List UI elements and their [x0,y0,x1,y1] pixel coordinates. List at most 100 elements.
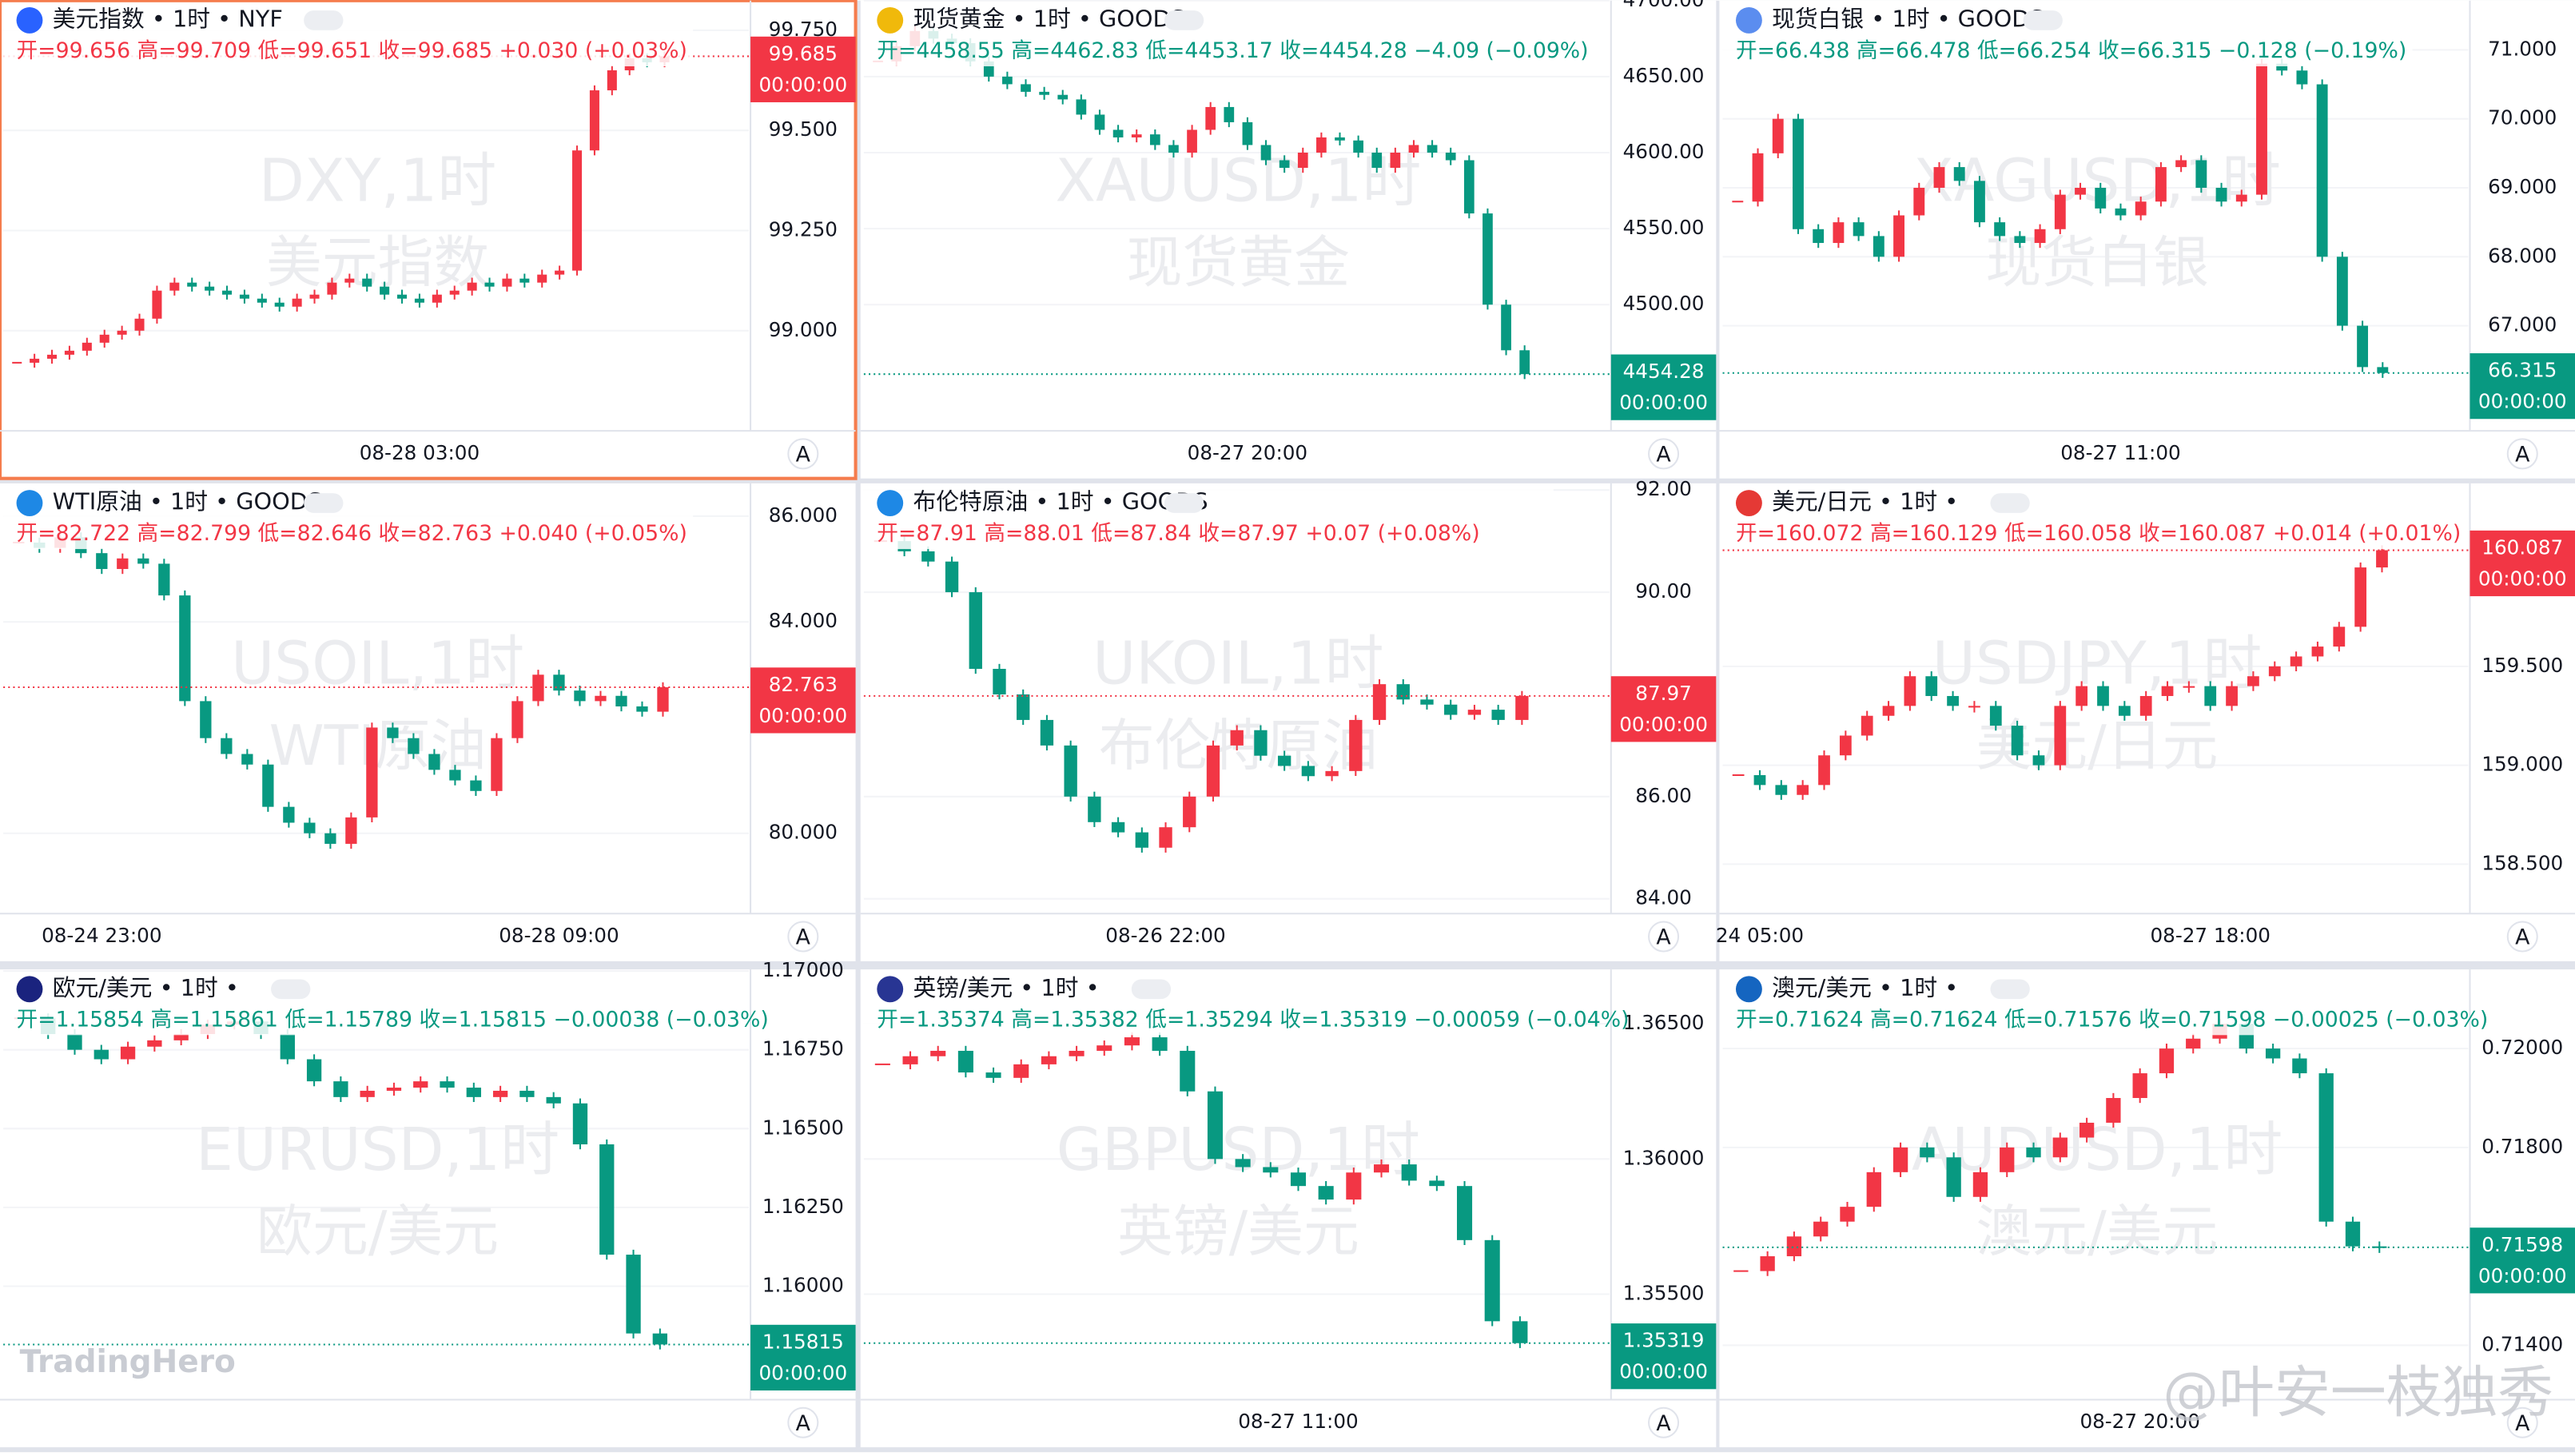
symbol-icon [16,490,43,516]
auto-scale-button[interactable] [2506,438,2538,470]
candle [1206,745,1220,797]
candle [2115,208,2127,216]
candle [96,553,108,570]
watermark: 欧元/美元 [257,1199,499,1264]
candle [1096,1045,1112,1051]
x-tick-label: 08-27 11:00 [2060,441,2180,464]
candle [2336,257,2348,326]
price-tag-countdown: 00:00:00 [2478,390,2567,413]
candle [2247,676,2259,686]
panel [860,483,1717,961]
auto-scale-label[interactable]: A [796,1411,811,1436]
auto-scale-label[interactable]: A [2515,925,2530,950]
chart-title[interactable]: 澳元/美元 • 1时 • [1772,974,1958,1001]
ohlc-info: 开=160.072 高=160.129 低=160.058 收=160.087 … [1736,521,2461,546]
candle [572,1103,588,1145]
y-tick-label: 4500.00 [1623,292,1705,315]
candle [362,278,372,287]
symbol-icon [16,6,43,34]
auto-scale-button[interactable] [1648,1406,1680,1438]
candle [1913,187,1925,216]
auto-scale-label[interactable]: A [796,442,811,467]
candle [2095,187,2107,209]
watermark: EURUSD,1时 [196,1116,559,1184]
candle [1775,785,1788,795]
watermark: 美元指数 [266,231,489,296]
chart-title[interactable]: 美元/日元 • 1时 • [1772,488,1958,515]
y-tick-label: 4600.00 [1623,140,1705,163]
y-tick-label: 90.00 [1635,579,1692,603]
candle [1753,774,1766,786]
candle [1205,106,1216,130]
candle [1346,1172,1362,1200]
y-tick-label: 71.000 [2488,37,2557,60]
chart-title[interactable]: WTI原油 • 1时 • GOODS [53,488,322,515]
candle [432,294,442,303]
auto-scale-label[interactable]: A [2515,1411,2530,1436]
auto-scale-button[interactable] [2506,1406,2538,1438]
menu-pill[interactable] [304,493,344,513]
candle [1892,1147,1908,1172]
x-tick-label: 08-27 20:00 [1188,441,1307,464]
auto-scale-button[interactable] [1648,438,1680,470]
chart-title[interactable]: 现货白银 • 1时 • GOODS [1772,5,2044,32]
chart-title[interactable]: 现货黄金 • 1时 • GOODS [913,5,1184,32]
chart-title[interactable]: 美元指数 • 1时 • NYF [53,5,283,32]
candle [537,274,547,283]
candle [502,278,512,287]
candle [2106,1098,2121,1123]
candle [2183,686,2195,688]
chart-title[interactable]: 欧元/美元 • 1时 • [53,974,239,1001]
candle [902,1056,918,1064]
candle [440,1081,455,1088]
menu-pill[interactable] [1164,10,1204,30]
candle [1372,684,1387,720]
menu-pill[interactable] [1990,979,2030,1000]
auto-scale-label[interactable]: A [1656,1411,1671,1436]
auto-scale-button[interactable] [1648,921,1680,953]
ohlc-info: 开=87.91 高=88.01 低=87.84 收=87.97 +0.07 (+… [877,521,1479,546]
candle [957,1050,973,1073]
candle [428,754,440,770]
candle [1501,304,1511,351]
candle [2139,695,2152,716]
price-tag-countdown: 00:00:00 [2478,567,2567,591]
candle [30,358,40,363]
price-tag-countdown: 00:00:00 [1619,1360,1708,1383]
auto-scale-button[interactable] [2506,921,2538,953]
menu-pill[interactable] [1164,493,1204,513]
auto-scale-button[interactable] [787,921,819,953]
candle [2032,755,2045,766]
candle [1159,827,1172,848]
header-bg [863,3,1554,66]
menu-pill[interactable] [1990,493,2030,513]
auto-scale-button[interactable] [787,1406,819,1438]
auto-scale-label[interactable]: A [1656,442,1671,467]
chart-title[interactable]: 布伦特原油 • 1时 • GOODS [913,488,1208,515]
candle [1861,715,1873,736]
chart-title[interactable]: 英镑/美元 • 1时 • [913,974,1099,1001]
auto-scale-label[interactable]: A [796,925,811,950]
candle [546,1096,561,1104]
candle [615,695,627,706]
header-bg [3,486,694,550]
candle [1947,695,1959,706]
candle [2276,63,2288,71]
auto-scale-button[interactable] [787,438,819,470]
auto-scale-label[interactable]: A [1656,925,1671,950]
candle [1124,1037,1140,1046]
menu-pill[interactable] [304,10,344,30]
candle [1318,1186,1334,1200]
candle [1390,152,1401,169]
candle [921,551,935,562]
ohlc-info: 开=66.438 高=66.478 低=66.254 收=66.315 −0.1… [1736,38,2406,63]
price-tag-value: 1.15815 [762,1330,844,1353]
menu-pill[interactable] [271,979,311,1000]
candle [2034,229,2046,244]
auto-scale-label[interactable]: A [2515,442,2530,467]
menu-pill[interactable] [1131,979,1172,1000]
candle [262,764,274,807]
menu-pill[interactable] [2023,10,2063,30]
candle [2354,567,2367,627]
price-tag [750,667,856,734]
